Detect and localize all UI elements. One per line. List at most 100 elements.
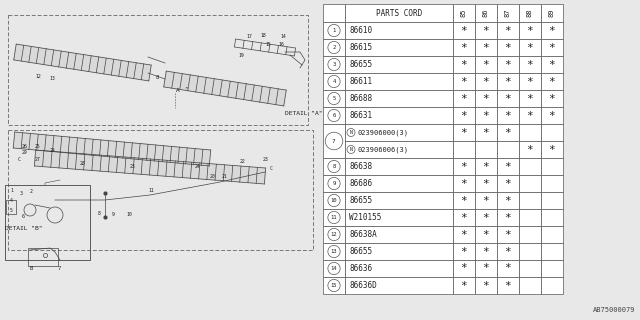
Polygon shape	[14, 44, 151, 81]
Text: *: *	[483, 60, 490, 69]
Bar	[323, 243, 345, 260]
Text: *: *	[461, 127, 467, 138]
Polygon shape	[13, 132, 211, 166]
Text: *: *	[504, 127, 511, 138]
Text: *: *	[483, 246, 490, 257]
Bar	[497, 73, 519, 90]
Bar	[345, 175, 453, 192]
Text: *: *	[483, 229, 490, 239]
Text: 86686: 86686	[349, 179, 372, 188]
Bar	[519, 56, 541, 73]
Text: 023906000(3): 023906000(3)	[358, 129, 409, 136]
Bar	[519, 260, 541, 277]
Text: 10: 10	[331, 198, 337, 203]
Bar	[345, 192, 453, 209]
Text: *: *	[504, 110, 511, 121]
Text: 3: 3	[20, 191, 23, 196]
Bar	[345, 4, 453, 22]
Polygon shape	[164, 71, 286, 106]
Text: 22: 22	[240, 159, 246, 164]
Bar	[519, 4, 541, 22]
Bar	[541, 4, 563, 22]
Text: *: *	[461, 263, 467, 274]
Text: N: N	[349, 130, 353, 135]
Bar	[453, 226, 475, 243]
Bar	[475, 22, 497, 39]
Bar	[453, 277, 475, 294]
Bar	[497, 175, 519, 192]
Bar	[28, 248, 58, 266]
Bar	[323, 4, 345, 22]
Text: *: *	[527, 26, 533, 36]
Text: 27: 27	[35, 157, 41, 162]
Text: 89: 89	[549, 9, 555, 17]
Bar	[453, 141, 475, 158]
Bar	[323, 39, 345, 56]
Text: *: *	[527, 93, 533, 103]
Bar	[345, 243, 453, 260]
Text: *: *	[483, 127, 490, 138]
Bar	[475, 124, 497, 141]
Text: 14: 14	[280, 34, 285, 39]
Bar	[453, 39, 475, 56]
Bar	[323, 175, 345, 192]
Bar	[497, 124, 519, 141]
Bar	[541, 175, 563, 192]
Text: 9: 9	[112, 212, 115, 217]
Bar	[497, 277, 519, 294]
Bar	[8, 130, 313, 250]
Text: *: *	[548, 145, 556, 155]
Text: 18: 18	[260, 33, 266, 38]
Text: *: *	[504, 281, 511, 291]
Text: *: *	[548, 76, 556, 86]
Bar	[519, 124, 541, 141]
Text: 86636D: 86636D	[349, 281, 377, 290]
Bar	[475, 4, 497, 22]
Bar	[475, 56, 497, 73]
Bar	[519, 73, 541, 90]
Text: *: *	[504, 246, 511, 257]
Text: 86636: 86636	[349, 264, 372, 273]
Bar	[345, 22, 453, 39]
Text: *: *	[504, 196, 511, 205]
Text: *: *	[461, 26, 467, 36]
Text: N: N	[349, 147, 353, 152]
Bar	[475, 158, 497, 175]
Bar	[475, 141, 497, 158]
Bar	[519, 39, 541, 56]
Bar	[323, 260, 345, 277]
Text: *: *	[461, 76, 467, 86]
Bar	[5, 185, 90, 260]
Bar	[519, 90, 541, 107]
Text: 29: 29	[22, 150, 28, 155]
Bar	[541, 124, 563, 141]
Polygon shape	[35, 150, 266, 184]
Text: 86655: 86655	[349, 60, 372, 69]
Text: 4: 4	[10, 198, 13, 203]
Text: 24: 24	[195, 164, 201, 169]
Text: *: *	[504, 60, 511, 69]
Text: *: *	[461, 229, 467, 239]
Bar	[323, 277, 345, 294]
Text: 8: 8	[98, 211, 101, 216]
Bar	[453, 124, 475, 141]
Bar	[323, 192, 345, 209]
Bar	[323, 107, 345, 124]
Text: 86655: 86655	[349, 196, 372, 205]
Bar	[323, 158, 345, 175]
Bar	[497, 141, 519, 158]
Bar	[497, 39, 519, 56]
Text: *: *	[483, 93, 490, 103]
Text: *: *	[483, 263, 490, 274]
Text: 88: 88	[527, 9, 533, 17]
Bar	[345, 209, 453, 226]
Text: *: *	[504, 43, 511, 52]
Bar	[345, 226, 453, 243]
Bar	[497, 107, 519, 124]
Text: *: *	[504, 76, 511, 86]
Bar	[453, 107, 475, 124]
Text: 12: 12	[35, 74, 41, 79]
Bar	[541, 22, 563, 39]
Text: *: *	[461, 212, 467, 222]
Text: *: *	[461, 281, 467, 291]
